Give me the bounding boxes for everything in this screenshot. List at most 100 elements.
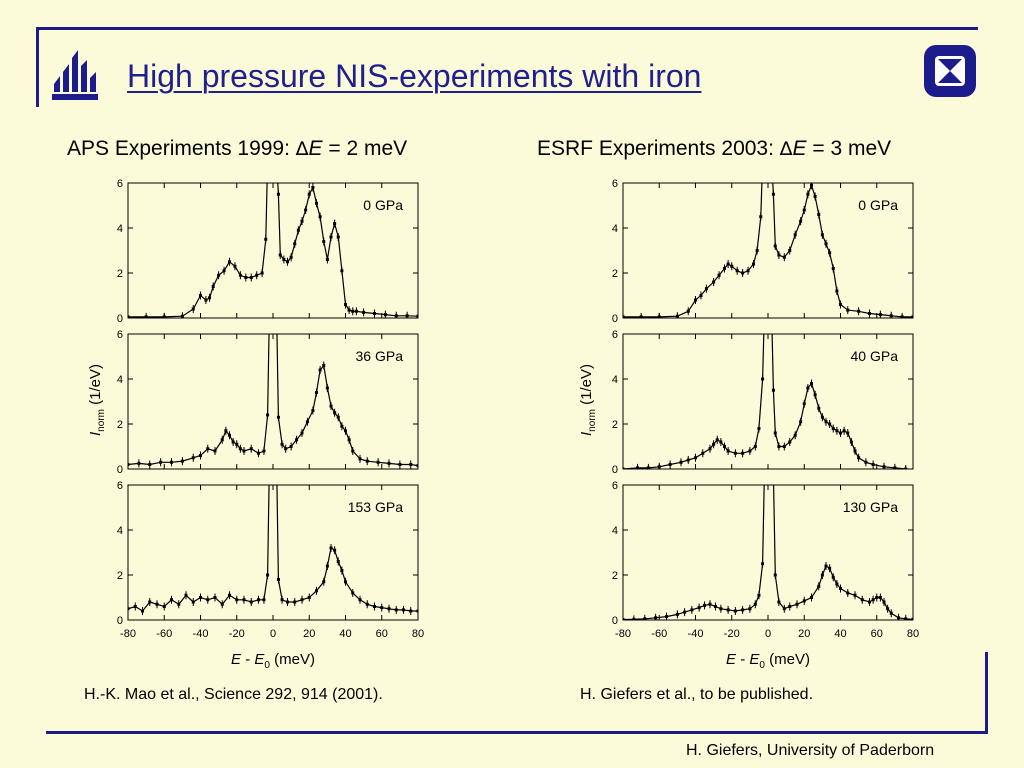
data-point — [275, 310, 278, 313]
heading-esrf-prefix: ESRF Experiments 2003: — [537, 137, 780, 160]
data-point — [276, 192, 280, 196]
spectrum-panel: 0 2 4 6 36 GPa — [117, 310, 419, 476]
data-point — [268, 310, 271, 313]
data-point — [224, 429, 228, 433]
data-point — [273, 159, 276, 162]
y-tick-label: 6 — [117, 329, 123, 341]
data-series — [128, 310, 418, 469]
y-tick-label: 0 — [117, 313, 123, 325]
data-point — [767, 159, 770, 162]
data-point — [828, 422, 832, 426]
data-point — [889, 314, 893, 318]
data-point — [373, 605, 376, 608]
y-tick-label: 0 — [612, 464, 618, 476]
data-point — [810, 183, 813, 187]
data-point — [770, 461, 773, 464]
data-point — [753, 602, 757, 606]
data-point — [665, 615, 668, 619]
data-point — [824, 242, 828, 246]
data-point — [712, 442, 716, 446]
data-point — [675, 612, 679, 616]
data-point — [213, 449, 217, 453]
data-point — [347, 438, 351, 442]
data-point — [842, 429, 846, 433]
heading-aps-suffix: = 2 meV — [322, 137, 408, 160]
data-point — [228, 433, 231, 437]
data-point — [765, 461, 768, 464]
data-point — [128, 463, 130, 466]
data-point — [748, 449, 752, 453]
spectrum-panel: 0 2 4 6 -80 -60 -40 -20 0 20 40 60 80 130 GPa — [612, 461, 919, 640]
heading-esrf: ESRF Experiments 2003: ∆E = 3 meV — [537, 137, 891, 161]
data-series — [623, 334, 908, 469]
y-tick-label: 6 — [612, 178, 618, 190]
data-point — [280, 598, 284, 602]
data-point — [759, 215, 763, 219]
data-point — [266, 573, 270, 577]
data-point — [735, 269, 739, 273]
data-point — [741, 608, 745, 612]
data-point — [748, 607, 752, 611]
y-tick-label: 4 — [612, 525, 618, 537]
data-point — [810, 596, 813, 599]
data-point — [694, 298, 697, 302]
data-point — [351, 449, 355, 453]
data-series — [623, 461, 913, 620]
data-point — [686, 458, 690, 462]
data-point — [257, 598, 260, 602]
data-point — [325, 386, 329, 390]
y-tick-label: 0 — [117, 464, 123, 476]
slide-title: High pressure NIS-experiments with iron — [127, 58, 702, 94]
data-point — [623, 315, 625, 318]
data-point — [199, 294, 202, 297]
data-point — [222, 269, 226, 273]
data-point — [777, 600, 781, 604]
frame-bottom-line — [46, 731, 988, 734]
delta-symbol: ∆ — [295, 138, 309, 160]
data-point — [296, 228, 300, 232]
y-tick-label: 2 — [117, 570, 123, 582]
data-point — [262, 598, 266, 602]
data-point — [347, 308, 351, 312]
data-point — [752, 262, 755, 266]
data-point — [262, 449, 266, 453]
data-point — [260, 271, 264, 275]
data-point — [835, 582, 839, 586]
data-point — [231, 440, 235, 444]
data-point — [763, 472, 766, 475]
data-point — [289, 445, 293, 448]
data-point — [771, 388, 775, 392]
x-tick-label: -80 — [120, 628, 136, 640]
data-point — [773, 431, 777, 435]
x-tick-label: -40 — [688, 628, 704, 640]
data-point — [712, 280, 716, 284]
data-point — [761, 562, 765, 566]
data-point — [405, 314, 409, 318]
data-point — [300, 219, 304, 223]
data-point — [184, 593, 188, 597]
data-point — [365, 602, 369, 606]
heading-aps-var: E — [308, 137, 323, 160]
data-point — [322, 580, 326, 584]
data-point — [333, 222, 337, 225]
data-point — [191, 456, 195, 460]
data-point — [911, 617, 913, 620]
data-point — [755, 249, 759, 252]
data-point — [864, 460, 868, 464]
x-tick-label: 20 — [303, 628, 315, 640]
data-point — [228, 593, 231, 597]
data-point — [284, 447, 288, 451]
data-point — [820, 415, 824, 419]
data-point — [802, 599, 806, 603]
data-point — [623, 618, 625, 620]
data-point — [333, 411, 337, 415]
data-point — [726, 449, 730, 453]
data-point — [889, 611, 893, 615]
y-tick-label: 2 — [612, 419, 618, 431]
data-point — [831, 267, 835, 270]
pressure-label: 0 GPa — [858, 197, 898, 213]
data-point — [257, 451, 260, 455]
data-point — [717, 273, 721, 277]
data-point — [799, 420, 803, 424]
